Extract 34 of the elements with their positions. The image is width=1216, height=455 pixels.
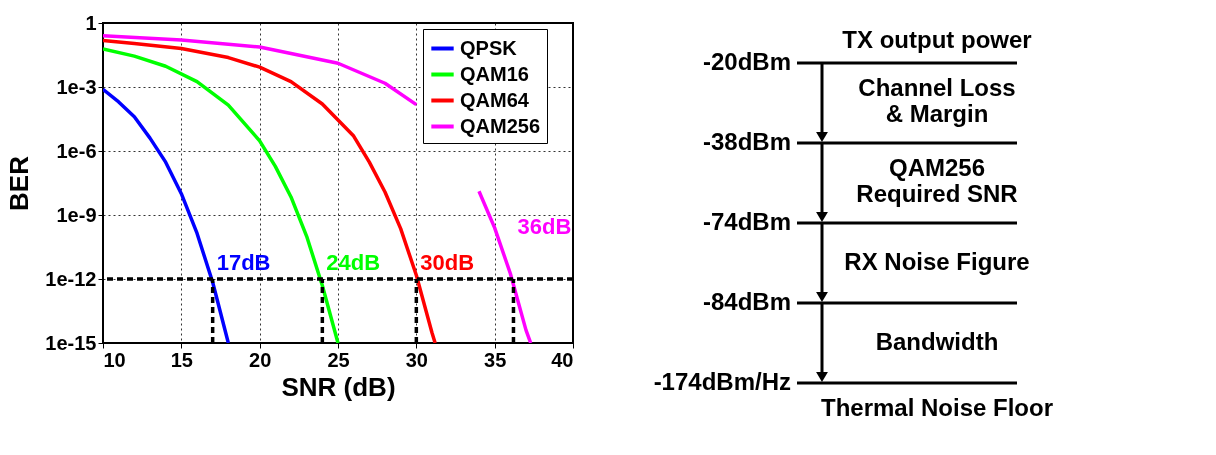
category-label: -174dBm/Hz <box>653 368 791 395</box>
y-tick-label: 1e-12 <box>45 267 97 290</box>
y-tick-label: 1e-9 <box>56 203 97 226</box>
y-tick-label: 1e-3 <box>56 75 97 98</box>
x-axis-title: SNR (dB) <box>281 371 396 402</box>
x-tick-label: 25 <box>327 348 350 371</box>
y-tick-label: 1e-6 <box>56 139 97 162</box>
x-tick-label: 40 <box>551 348 574 371</box>
category-label: -74dBm <box>702 208 791 235</box>
text: Bandwidth <box>875 328 999 355</box>
annotation: 30dB <box>420 250 475 275</box>
legend-label: QAM16 <box>460 62 529 85</box>
text: RX Noise Figure <box>844 248 1030 275</box>
x-tick-label: 15 <box>170 348 193 371</box>
x-tick-label: 20 <box>249 348 272 371</box>
category-label: -38dBm <box>702 128 791 155</box>
x-tick-label: 30 <box>405 348 428 371</box>
y-axis-title: BER <box>4 155 35 211</box>
y-tick-label: 1e-15 <box>45 331 97 354</box>
category-label: -20dBm <box>702 48 791 75</box>
text: Thermal Noise Floor <box>820 394 1054 421</box>
legend-label: QPSK <box>460 36 518 59</box>
legend-label: QAM64 <box>460 88 530 111</box>
x-tick-label: 35 <box>484 348 507 371</box>
annotation: 36dB <box>517 214 572 239</box>
annotation: 17dB <box>216 250 271 275</box>
legend-label: QAM256 <box>460 114 541 137</box>
annotation: 24dB <box>326 250 381 275</box>
text: QAM256 Required SNR <box>856 154 1018 207</box>
x-tick-label: 10 <box>103 348 126 371</box>
text: Channel Loss & Margin <box>858 74 1016 127</box>
category-label: -84dBm <box>702 288 791 315</box>
text: TX output power <box>842 26 1032 53</box>
y-tick-label: 1 <box>85 11 97 34</box>
